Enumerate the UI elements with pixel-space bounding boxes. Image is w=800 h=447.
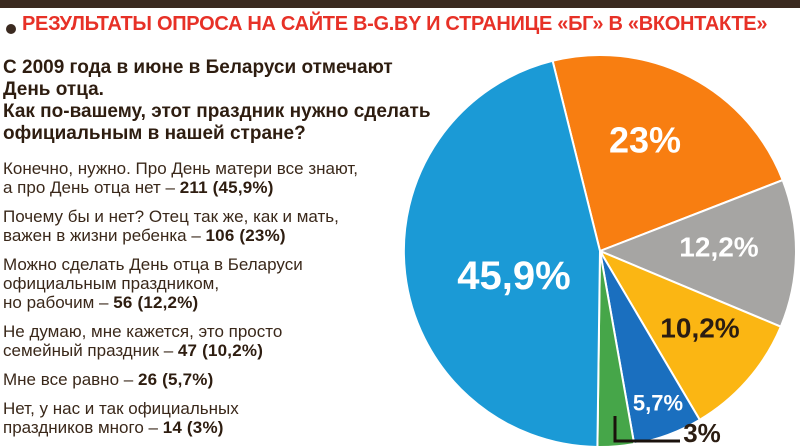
pie-slice-5 [596,250,636,447]
option-text: Конечно, нужно. Про День матери все знаю… [3,159,358,197]
poll-options-list: Конечно, нужно. Про День матери все знаю… [3,159,433,437]
page-title: РЕЗУЛЬТАТЫ ОПРОСА НА САЙТЕ B-G.BY И СТРА… [22,13,768,35]
pie-slice-label-4: 5,7% [633,391,683,416]
top-bar [0,0,800,8]
poll-option-2: Почему бы и нет? Отец так же, как и мать… [3,207,433,245]
option-stat: 26 (5,7%) [137,370,214,389]
poll-option-1: Конечно, нужно. Про День матери все знаю… [3,159,433,197]
option-stat: 211 (45,9%) [179,178,274,197]
poll-option-6: Нет, у нас и так официальных праздников … [3,399,433,437]
poll-question: С 2009 года в июне в Беларуси отмечают Д… [3,57,431,144]
option-text: Почему бы и нет? Отец так же, как и мать… [3,207,339,245]
pie-slice-3 [599,250,782,421]
option-stat: 106 (23%) [205,226,286,245]
option-stat: 14 (3%) [162,418,224,437]
pie-slice-2 [599,179,797,328]
pie-slice-label-3: 10,2% [660,313,739,344]
poll-option-3: Можно сделать День отца в Беларуси офици… [3,255,433,312]
pie-slice-label-5: 3% [683,418,721,447]
option-text: Можно сделать День отца в Беларуси офици… [3,255,303,312]
option-text: Нет, у нас и так официальных праздников … [3,399,239,437]
option-stat: 56 (12,2%) [113,293,199,312]
pie-slice-label-1: 23% [609,120,681,161]
option-stat: 47 (10,2%) [177,341,264,360]
callout-line [613,416,680,443]
option-text: Не думаю, мне кажется, это просто семейн… [3,322,283,360]
circle-bullet-icon [6,24,16,34]
poll-text-column: С 2009 года в июне в Беларуси отмечают Д… [3,57,433,447]
pie-slice-label-2: 12,2% [679,232,758,263]
pie-slice-6 [402,59,601,447]
poll-option-4: Не думаю, мне кажется, это просто семейн… [3,322,433,360]
poll-option-5: Мне все равно – 26 (5,7%) [3,370,433,389]
pie-slice-label-6: 45,9% [457,254,570,298]
option-text: Мне все равно – [3,370,138,389]
